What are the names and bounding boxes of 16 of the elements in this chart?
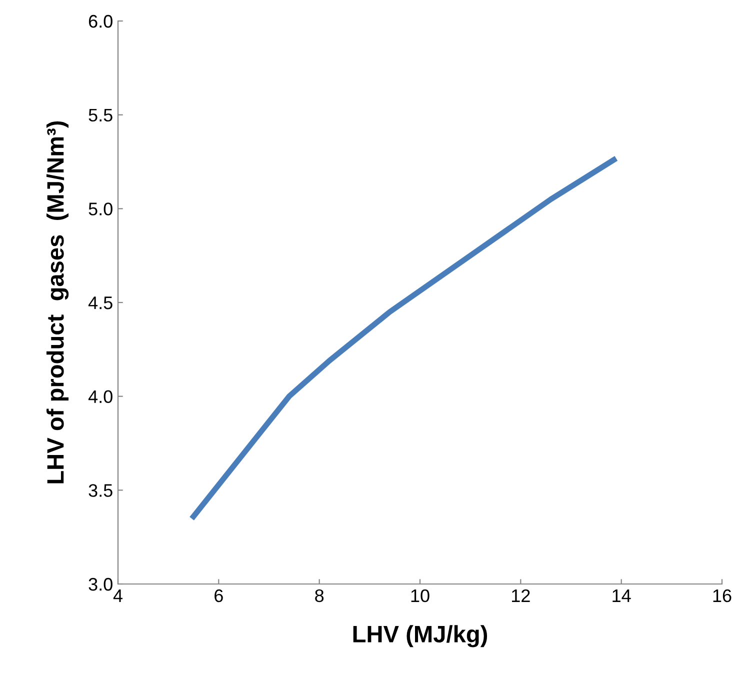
y-tick-label: 6.0 [88, 14, 112, 28]
y-tick-label: 5.0 [88, 202, 112, 216]
y-tick-label: 3.0 [88, 578, 112, 591]
y-tick-label: 4.0 [88, 390, 112, 404]
y-tick-label: 5.5 [88, 108, 112, 122]
x-tick-label: 16 [713, 589, 732, 602]
x-tick-label: 6 [214, 589, 223, 602]
x-axis-title: LHV (MJ/kg) [353, 625, 488, 648]
y-tick-label: 3.5 [88, 484, 112, 497]
y-axis-title: LHV of product gases (MJ/Nm³) [46, 121, 69, 484]
x-tick-label: 12 [512, 589, 530, 602]
x-tick-label: 8 [315, 589, 324, 602]
x-tick-label: 14 [612, 590, 631, 602]
y-tick-label: 4.5 [88, 296, 112, 310]
x-tick-label: 10 [411, 589, 430, 602]
x-tick-label: 4 [113, 590, 122, 602]
